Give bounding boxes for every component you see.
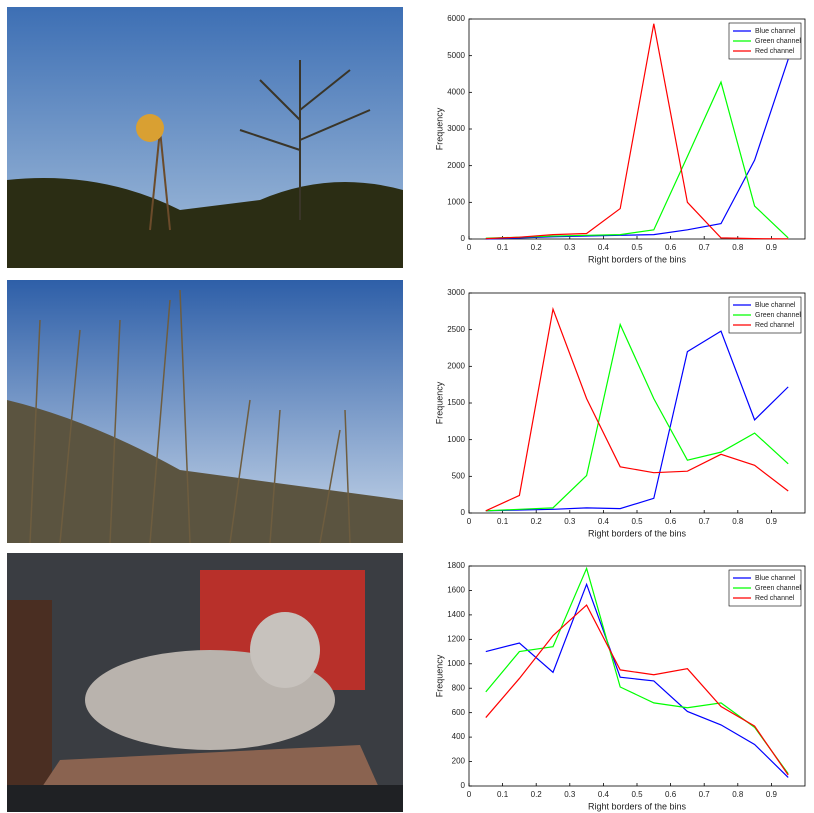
x-tick-label: 0.6 — [665, 243, 677, 252]
series-line — [485, 322, 789, 512]
legend-label: Red channel — [755, 48, 795, 55]
x-tick-label: 0.6 — [665, 517, 677, 526]
series-line — [485, 582, 789, 778]
y-axis-label: Frequency — [434, 107, 444, 150]
series-line — [485, 604, 789, 776]
y-axis-label: Frequency — [434, 381, 444, 424]
y-tick-label: 3000 — [447, 124, 465, 133]
y-tick-label: 1000 — [447, 435, 465, 444]
x-tick-label: 0.2 — [531, 243, 543, 252]
x-tick-label: 0.5 — [631, 243, 643, 252]
legend-label: Green channel — [755, 585, 801, 592]
x-tick-label: 0.5 — [631, 790, 643, 799]
y-tick-label: 3000 — [447, 288, 465, 297]
y-axis-label: Frequency — [434, 654, 444, 697]
y-tick-label: 0 — [461, 781, 466, 790]
y-tick-label: 1400 — [447, 610, 465, 619]
x-tick-label: 0.3 — [564, 790, 576, 799]
y-tick-label: 1200 — [447, 634, 465, 643]
legend-label: Red channel — [755, 595, 795, 602]
x-tick-label: 0.3 — [564, 517, 576, 526]
y-tick-label: 500 — [452, 471, 466, 480]
x-tick-label: 0.7 — [699, 790, 711, 799]
x-tick-label: 0.7 — [699, 517, 711, 526]
x-tick-label: 0.1 — [497, 790, 509, 799]
y-tick-label: 0 — [461, 508, 466, 517]
x-tick-label: 0.3 — [564, 243, 576, 252]
series-line — [485, 566, 789, 775]
legend-label: Red channel — [755, 322, 795, 329]
x-tick-label: 0.4 — [598, 790, 610, 799]
y-tick-label: 200 — [452, 757, 466, 766]
y-tick-label: 4000 — [447, 87, 465, 96]
y-tick-label: 1000 — [447, 197, 465, 206]
y-tick-label: 400 — [452, 732, 466, 741]
series-line — [485, 23, 789, 240]
series-line — [485, 330, 789, 512]
legend-label: Blue channel — [755, 28, 796, 35]
x-tick-label: 0.1 — [497, 243, 509, 252]
x-tick-label: 0.4 — [598, 517, 610, 526]
x-tick-label: 0.6 — [665, 790, 677, 799]
x-tick-label: 0.2 — [531, 790, 543, 799]
x-tick-label: 0.9 — [766, 243, 778, 252]
x-tick-label: 0 — [467, 243, 472, 252]
y-tick-label: 1600 — [447, 586, 465, 595]
legend-label: Green channel — [755, 312, 801, 319]
y-tick-label: 5000 — [447, 51, 465, 60]
x-tick-label: 0 — [467, 517, 472, 526]
x-tick-label: 0.7 — [699, 243, 711, 252]
x-tick-label: 0.1 — [497, 517, 509, 526]
x-axis-label: Right borders of the bins — [588, 254, 687, 264]
photo-cat — [7, 553, 403, 812]
x-tick-label: 0.8 — [732, 517, 744, 526]
y-tick-label: 2000 — [447, 161, 465, 170]
y-tick-label: 600 — [452, 708, 466, 717]
y-tick-label: 1000 — [447, 659, 465, 668]
y-tick-label: 2000 — [447, 361, 465, 370]
legend-label: Blue channel — [755, 575, 796, 582]
x-tick-label: 0.8 — [732, 243, 744, 252]
series-line — [485, 80, 789, 239]
y-tick-label: 6000 — [447, 14, 465, 23]
x-axis-label: Right borders of the bins — [588, 528, 687, 538]
x-tick-label: 0 — [467, 790, 472, 799]
legend-label: Green channel — [755, 38, 801, 45]
y-tick-label: 2500 — [447, 325, 465, 334]
photo-reeds — [7, 280, 403, 544]
series-line — [485, 306, 789, 512]
photo-windmill — [7, 7, 403, 268]
y-tick-label: 1800 — [447, 561, 465, 570]
y-tick-label: 0 — [461, 234, 466, 243]
y-tick-label: 800 — [452, 683, 466, 692]
x-tick-label: 0.9 — [766, 517, 778, 526]
x-tick-label: 0.4 — [598, 243, 610, 252]
legend-label: Blue channel — [755, 302, 796, 309]
x-tick-label: 0.2 — [531, 517, 543, 526]
x-axis-label: Right borders of the bins — [588, 801, 687, 811]
y-tick-label: 1500 — [447, 398, 465, 407]
series-line — [485, 59, 789, 240]
x-tick-label: 0.9 — [766, 790, 778, 799]
x-tick-label: 0.5 — [631, 517, 643, 526]
x-tick-label: 0.8 — [732, 790, 744, 799]
